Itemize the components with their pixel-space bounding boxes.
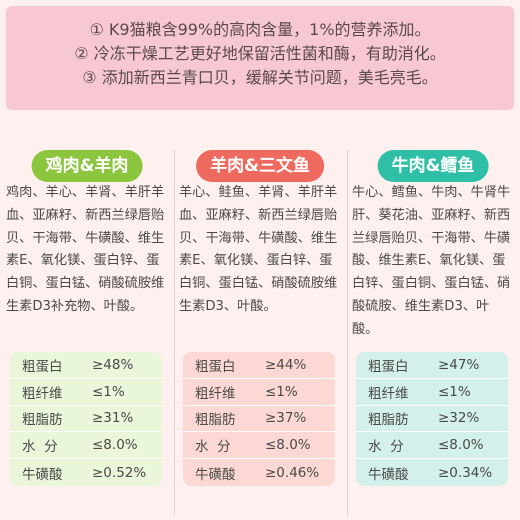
nutrition-value: ≤8.0% [92, 437, 138, 454]
product-column-beef-cod: 牛肉&鳕鱼 牛心、鳕鱼、牛肉、牛肾牛肝、葵花油、亚麻籽、新西兰绿唇贻贝、干海带、… [352, 150, 514, 516]
nutrition-value: ≥47% [438, 356, 480, 373]
intro-line-2: ② 冷冻干燥工艺更好地保留活性菌和酶，有助消化。 [74, 44, 446, 63]
nutrition-value: ≥44% [265, 356, 307, 373]
nutrition-label: 粗脂肪 [368, 412, 409, 429]
nutrition-label: 水 分 [22, 439, 58, 456]
nutrition-label: 牛磺酸 [195, 466, 236, 483]
nutrition-table: 粗蛋白 ≥47% 粗纤维 ≤1% 粗脂肪 ≥32% 水 分 ≤8.0% 牛磺酸 ≥0.34… [356, 352, 508, 486]
nutrition-row: 牛磺酸 ≥0.34% [356, 459, 508, 486]
column-divider [174, 150, 175, 516]
nutrition-row: 牛磺酸 ≥0.46% [183, 459, 335, 486]
ingredients-text: 鸡肉、羊心、羊肾、羊肝羊血、亚麻籽、新西兰绿唇贻贝、干海带、牛磺酸、维生素E、氧… [6, 185, 165, 314]
nutrition-row: 粗蛋白 ≥48% [10, 352, 162, 379]
intro-box: ① K9猫粮含99%的高肉含量，1%的营养添加。 ② 冷冻干燥工艺更好地保留活性… [6, 6, 514, 110]
nutrition-label: 粗脂肪 [195, 412, 236, 429]
nutrition-label: 粗蛋白 [22, 358, 63, 375]
nutrition-value: ≥31% [92, 410, 134, 427]
nutrition-label: 牛磺酸 [368, 466, 409, 483]
nutrition-row: 粗纤维 ≤1% [183, 379, 335, 406]
nutrition-row: 水 分 ≤8.0% [183, 432, 335, 460]
nutrition-value: ≤1% [265, 383, 298, 400]
nutrition-value: ≥0.46% [265, 464, 320, 481]
nutrition-row: 粗纤维 ≤1% [356, 379, 508, 406]
nutrition-label: 粗纤维 [22, 385, 63, 402]
nutrition-label: 粗纤维 [195, 385, 236, 402]
nutrition-value: ≤1% [438, 383, 471, 400]
nutrition-row: 粗蛋白 ≥44% [183, 352, 335, 379]
nutrition-row: 粗脂肪 ≥37% [183, 406, 335, 433]
nutrition-value: ≤8.0% [438, 437, 484, 454]
nutrition-label: 粗纤维 [368, 385, 409, 402]
nutrition-row: 水 分 ≤8.0% [356, 432, 508, 460]
product-column-lamb-salmon: 羊肉&三文鱼 羊心、鲑鱼、羊肾、羊肝羊血、亚麻籽、新西兰绿唇贻贝、干海带、牛磺酸… [179, 150, 341, 516]
ingredients-text: 羊心、鲑鱼、羊肾、羊肝羊血、亚麻籽、新西兰绿唇贻贝、干海带、牛磺酸、维生素E、氧… [179, 185, 338, 314]
nutrition-table: 粗蛋白 ≥48% 粗纤维 ≤1% 粗脂肪 ≥31% 水 分 ≤8.0% 牛磺酸 ≥0.52… [10, 352, 162, 486]
nutrition-label: 粗蛋白 [195, 358, 236, 375]
nutrition-row: 粗脂肪 ≥32% [356, 406, 508, 433]
product-column-chicken-lamb: 鸡肉&羊肉 鸡肉、羊心、羊肾、羊肝羊血、亚麻籽、新西兰绿唇贻贝、干海带、牛磺酸、… [6, 150, 168, 516]
nutrition-value: ≥0.34% [438, 464, 493, 481]
product-name-badge: 羊肉&三文鱼 [196, 150, 324, 182]
intro-line-3: ③ 添加新西兰青口贝，缓解关节问题，美毛亮毛。 [82, 68, 438, 87]
nutrition-label: 牛磺酸 [22, 466, 63, 483]
product-name-badge: 牛肉&鳕鱼 [377, 150, 489, 182]
column-divider [347, 150, 348, 516]
nutrition-row: 水 分 ≤8.0% [10, 432, 162, 460]
nutrition-table: 粗蛋白 ≥44% 粗纤维 ≤1% 粗脂肪 ≥37% 水 分 ≤8.0% 牛磺酸 ≥0.46… [183, 352, 335, 486]
nutrition-row: 粗脂肪 ≥31% [10, 406, 162, 433]
nutrition-label: 粗蛋白 [368, 358, 409, 375]
ingredients-text: 牛心、鳕鱼、牛肉、牛肾牛肝、葵花油、亚麻籽、新西兰绿唇贻贝、干海带、牛磺酸、维生… [352, 185, 511, 337]
nutrition-value: ≥37% [265, 410, 307, 427]
nutrition-row: 牛磺酸 ≥0.52% [10, 459, 162, 486]
nutrition-row: 粗纤维 ≤1% [10, 379, 162, 406]
nutrition-value: ≥0.52% [92, 464, 147, 481]
nutrition-value: ≥32% [438, 410, 480, 427]
nutrition-label: 水 分 [195, 439, 231, 456]
product-name-badge: 鸡肉&羊肉 [31, 150, 143, 182]
nutrition-label: 水 分 [368, 439, 404, 456]
nutrition-row: 粗蛋白 ≥47% [356, 352, 508, 379]
nutrition-value: ≥48% [92, 356, 134, 373]
nutrition-value: ≤1% [92, 383, 125, 400]
nutrition-value: ≤8.0% [265, 437, 311, 454]
intro-line-1: ① K9猫粮含99%的高肉含量，1%的营养添加。 [89, 20, 431, 39]
nutrition-label: 粗脂肪 [22, 412, 63, 429]
